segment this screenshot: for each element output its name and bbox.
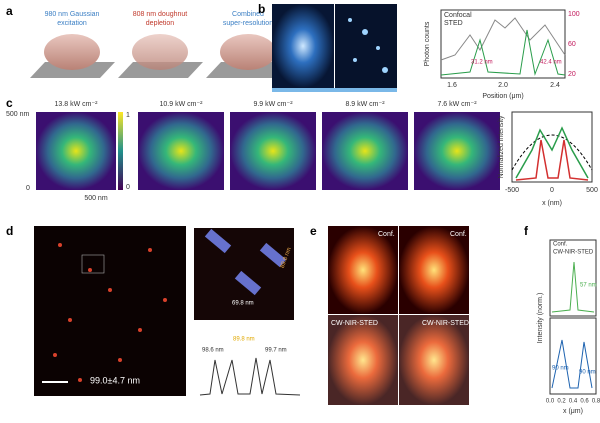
map-axis: 0 [26,185,30,192]
panel-label: d [6,224,13,238]
intensity-map [230,112,316,190]
profile-curve [199,357,301,396]
caption: excitation [57,20,87,27]
intensity-map [138,112,224,190]
conf-image [328,226,398,314]
x-tick-label: -500 [505,187,519,194]
x-tick-label: 1.6 [447,82,457,89]
map-axis: 500 nm [84,195,108,202]
y-label: Photon counts [424,21,431,66]
x-tick-label: 0 [550,187,554,194]
power-label: 8.9 kW cm⁻² [345,101,385,108]
x-tick-label: 0.4 [569,399,578,405]
confocal-curve [440,17,566,61]
power-label: 7.6 kW cm⁻² [437,101,477,108]
intensity-map [414,112,500,190]
colorbar [118,112,123,190]
colorbar-label: 1 [126,112,130,119]
intensity-map [36,112,116,190]
annotation: 90 nm [579,370,596,376]
x-tick-label: 0.0 [546,399,555,405]
plot-frame [549,317,597,395]
sted-curve [551,261,595,313]
sted-image [335,4,397,88]
caption: depletion [146,20,175,27]
image-tag: CW-NIR-STED [422,320,469,327]
x-tick-label: 0.2 [557,399,566,405]
caption: super-resolution [223,20,273,27]
colorbar [272,88,397,92]
annotation: 99.7 nm [265,348,287,354]
panel-label: f [524,224,529,238]
annotation: 90 nm [552,366,569,372]
power-label: 13.8 kW cm⁻² [55,101,99,108]
confocal-image [272,4,334,88]
caption: 980 nm Gaussian [45,11,100,18]
x-label: Position (μm) [482,93,523,100]
y-label: Intensity (norm.) [537,293,544,344]
annotation: 42.4 nm [540,60,562,66]
x-tick-label: 2.0 [498,82,508,89]
sted-curve [551,339,593,389]
mean-size: 99.0±4.7 nm [90,375,140,385]
x-tick-label: 500 [586,187,598,194]
x-tick-label: 0.6 [580,399,589,405]
confocal-curve [511,134,593,171]
y2-tick-label: 20 [568,71,576,78]
sted-curve [440,29,566,76]
x-label: x (μm) [563,408,583,415]
green-curve [515,126,589,179]
image-tag: CW-NIR-STED [331,320,378,327]
panel-a: a 980 nm Gaussian excitation 808 nm doug… [6,4,291,78]
illustrations [30,34,291,78]
wide-field-image [34,226,186,396]
annotation: 69.8 nm [232,301,254,307]
red-curve [515,139,589,181]
annotation: 89.8 nm [233,337,255,343]
power-label: 10.9 kW cm⁻² [160,101,204,108]
x-label: x (nm) [542,200,562,207]
x-tick-label: 2.4 [550,82,560,89]
caption: Combined [232,11,264,18]
y-label: Normalized intensity [498,115,505,179]
image-tag: Conf. [450,231,467,238]
caption: 808 nm doughnut [133,11,188,18]
plot-frame [440,9,566,79]
sted-zoom [399,315,469,405]
annotation: 57 nm [580,283,597,289]
image-tag: Conf. [378,231,395,238]
sted-spots [348,18,388,73]
power-label: 9.9 kW cm⁻² [253,101,293,108]
legend: CW-NIR-STED [553,250,594,256]
annotation: 98.6 nm [202,348,224,354]
map-axis: 500 nm [6,111,30,118]
particles [53,243,167,382]
intensity-map [322,112,408,190]
panel-label: b [258,2,265,16]
panel-d: d 99.0±4.7 nm 89.8 nm 69.8 nm 98.6 nm 89… [6,224,301,396]
annotation: 31.2 nm [471,60,493,66]
panel-label: e [310,224,317,238]
zoom-box [81,254,105,274]
y2-tick-label: 100 [568,11,580,18]
panel-b: b Confocal STED 31.2 nm 42.4 nm Photon c… [258,2,580,100]
panel-label: a [6,4,13,18]
plot-frame [549,239,597,317]
panel-label: c [6,96,13,110]
x-tick-label: 0.8 [592,399,600,405]
plot-frame [511,111,593,183]
panel-e: e Conf. Conf. CW-NIR-STED CW-NIR-STED [310,224,469,405]
sted-image [328,315,398,405]
colorbar-label: 0 [126,184,130,191]
legend: Confocal [444,12,472,19]
legend: STED [444,20,463,27]
panel-f: f Conf. CW-NIR-STED 57 nm 90 nm 90 nm In… [524,224,600,415]
y2-tick-label: 60 [568,41,576,48]
conf-zoom [399,226,469,314]
panel-c: c 13.8 kW cm⁻² 10.9 kW cm⁻² 9.9 kW cm⁻² 8.9… [6,96,598,207]
legend: Conf. [553,242,568,248]
dimers [204,228,287,296]
